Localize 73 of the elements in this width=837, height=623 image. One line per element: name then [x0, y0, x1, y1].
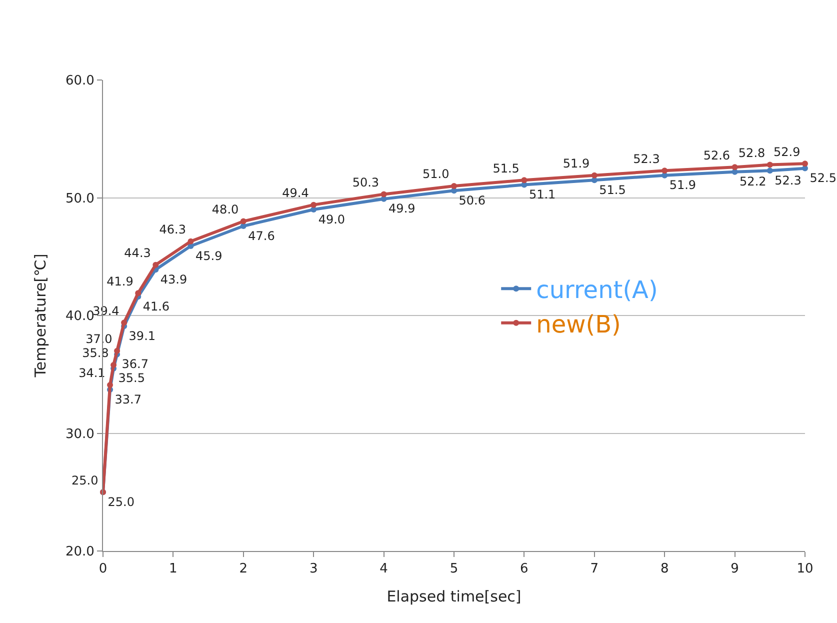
x-tick-label: 7: [590, 562, 599, 577]
point: [521, 177, 528, 184]
x-tick-label: 4: [380, 562, 388, 577]
data-label: 37.0: [86, 332, 112, 346]
data-label: 51.5: [492, 161, 520, 176]
point: [135, 290, 142, 296]
data-label: 35.5: [118, 371, 145, 386]
data-label: 34.1: [78, 366, 106, 380]
data-label: 49.0: [318, 212, 346, 226]
data-label: 43.9: [160, 272, 188, 286]
y-axis-title: Temperature[℃]: [32, 254, 50, 378]
data-label: 25.0: [72, 473, 98, 488]
data-label: 36.7: [122, 357, 149, 372]
data-label: 45.9: [196, 248, 222, 263]
x-tick-label: 3: [309, 562, 318, 577]
x-tick-label: 1: [169, 562, 178, 577]
data-label: 50.3: [352, 175, 380, 190]
data-label: 52.2: [740, 174, 766, 189]
point: [451, 182, 457, 189]
y-tick-label: 50.0: [65, 191, 94, 206]
y-tick-label: 40.0: [65, 309, 94, 324]
point: [114, 348, 120, 354]
point: [240, 223, 246, 230]
legend-label: new(B): [536, 310, 621, 338]
data-label: 47.6: [248, 228, 275, 243]
point: [240, 218, 246, 224]
data-label: 52.6: [703, 148, 730, 162]
point: [766, 168, 773, 174]
data-label: 50.6: [458, 193, 486, 208]
data-label: 33.7: [114, 392, 142, 406]
data-label: 41.9: [106, 274, 134, 288]
data-label: 46.3: [159, 222, 186, 237]
data-label: 52.3: [633, 152, 660, 166]
data-label: 49.4: [282, 186, 309, 200]
data-label: 52.5: [810, 171, 836, 186]
data-label: 52.9: [774, 144, 800, 159]
data-label: 51.9: [562, 156, 590, 171]
data-label: 49.9: [388, 202, 416, 216]
x-tick-label: 10: [796, 562, 814, 577]
x-tick-label: 0: [98, 562, 108, 577]
point: [591, 172, 598, 178]
x-tick-label: 9: [730, 562, 739, 577]
data-label: 51.9: [669, 178, 696, 192]
data-label: 52.3: [774, 173, 802, 188]
data-label: 51.5: [599, 182, 626, 197]
legend-label: current(A): [536, 276, 658, 304]
point: [107, 382, 114, 388]
y-tick-label: 30.0: [65, 426, 94, 442]
point: [766, 162, 773, 168]
point: [802, 160, 808, 167]
data-label: 51.0: [422, 167, 450, 182]
x-axis-title: Elapsed time[sec]: [386, 588, 522, 606]
point: [310, 202, 317, 208]
point: [121, 320, 128, 326]
point: [732, 164, 738, 170]
point: [380, 191, 387, 198]
y-tick-label: 20.0: [65, 544, 94, 560]
data-label: 25.0: [108, 494, 134, 509]
data-label: 48.0: [212, 202, 239, 217]
point: [662, 168, 668, 174]
x-tick-label: 2: [239, 562, 248, 577]
data-label: 44.3: [124, 246, 151, 260]
point: [110, 362, 117, 368]
x-tick-label: 5: [450, 562, 458, 577]
data-label: 51.1: [528, 188, 556, 202]
x-tick-label: 8: [660, 562, 669, 577]
point: [152, 262, 159, 268]
data-label: 39.1: [128, 328, 156, 343]
data-label: 41.6: [142, 299, 170, 314]
point: [188, 238, 194, 244]
y-tick-label: 60.0: [65, 74, 94, 89]
x-tick-label: 6: [520, 562, 528, 577]
data-label: 52.8: [738, 146, 766, 160]
